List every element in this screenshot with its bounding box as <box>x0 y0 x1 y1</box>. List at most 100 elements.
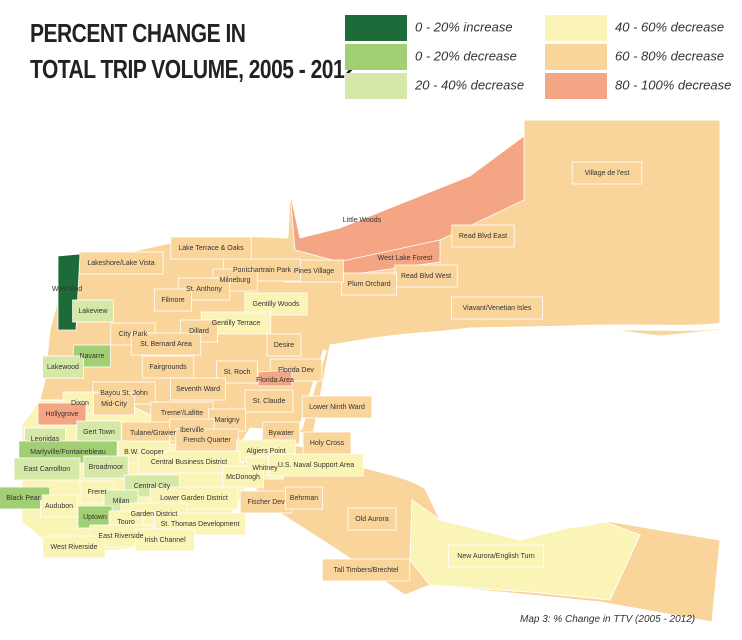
neighborhood-label: St. Anthony <box>186 286 222 293</box>
neighborhood-label: Gentilly Terrace <box>212 320 261 327</box>
neighborhood <box>169 377 226 401</box>
neighborhood <box>13 457 81 481</box>
neighborhood-label: Gert Town <box>83 429 115 436</box>
neighborhood <box>42 535 106 559</box>
neighborhood-label: Marigny <box>215 417 240 424</box>
title-line: PERCENT CHANGE IN <box>30 19 245 49</box>
neighborhood-label: Lakeshore/Lake Vista <box>87 260 154 267</box>
neighborhood <box>451 224 515 248</box>
neighborhood-label: Black Pearl <box>6 495 42 502</box>
neighborhood-labels: Village de l'est Little Woods Read Blvd Ea… <box>6 170 629 574</box>
neighborhood <box>216 360 258 384</box>
legend-label: 20 - 40% decrease <box>414 77 524 92</box>
neighborhood-label: Old Aurora <box>355 516 389 523</box>
neighborhood <box>153 288 192 312</box>
neighborhood-label: St. Claude <box>253 398 286 405</box>
neighborhood-label: Little Woods <box>343 217 382 224</box>
neighborhood-label: Navarre <box>80 353 105 360</box>
neighborhood-label: Bayou St. John <box>100 390 148 397</box>
neighborhood-label: Broadmoor <box>89 464 124 471</box>
neighborhood-label: Dixon <box>71 400 89 407</box>
neighborhood-label: Tall Timbers/Brechtel <box>334 567 399 574</box>
legend-label: 80 - 100% decrease <box>615 77 731 92</box>
neighborhood-label: Leonidas <box>31 436 60 443</box>
neighborhood-label: Fairgrounds <box>149 364 187 371</box>
neighborhood <box>222 465 264 489</box>
neighborhood-label: Gentilly Woods <box>253 301 300 308</box>
neighborhood-label: Milan <box>113 498 130 505</box>
neighborhood-label: West Lake Forest <box>378 255 433 262</box>
legend-swatch <box>545 73 607 99</box>
neighborhood-label: St. Thomas Development <box>161 521 240 528</box>
neighborhood-label: Florida Area <box>256 377 294 384</box>
neighborhood-label: Lakeview <box>78 308 108 315</box>
neighborhood-label: Desire <box>274 342 294 349</box>
neighborhood-label: McDonogh <box>226 474 260 481</box>
neighborhood-label: Read Blvd East <box>459 233 507 240</box>
neighborhood-label: Read Blvd West <box>401 273 451 280</box>
neighborhood-label: Dillard <box>189 328 209 335</box>
neighborhood-label: Filmore <box>161 297 184 304</box>
neighborhood <box>450 296 543 320</box>
neighborhood <box>42 355 84 379</box>
neighborhood-label: Pines Village <box>294 268 334 275</box>
title-line: TOTAL TRIP VOLUME, 2005 - 2012 <box>30 55 356 85</box>
neighborhood-label: Florida Dev <box>278 367 314 374</box>
neighborhood-label: Algiers Point <box>246 448 285 455</box>
legend-swatch <box>345 44 407 70</box>
legend-swatch <box>345 73 407 99</box>
neighborhood-label: Bywater <box>268 430 294 437</box>
neighborhood-label: Tulane/Gravier <box>130 430 177 437</box>
neighborhood <box>244 292 308 316</box>
neighborhood-label: Lakewood <box>47 364 79 371</box>
neighborhood-label: Pontchartrain Park <box>233 267 291 274</box>
neighborhood-label: Garden District <box>131 511 178 518</box>
legend-label: 40 - 60% decrease <box>615 19 724 34</box>
caption: Map 3: % Change in TTV (2005 - 2012) <box>520 614 695 625</box>
neighborhood-label: Viavant/Venetian Isles <box>463 305 532 312</box>
legend-label: 60 - 80% decrease <box>615 48 724 63</box>
neighborhood <box>268 453 364 477</box>
neighborhood <box>130 332 202 356</box>
neighborhood <box>257 369 293 387</box>
neighborhood <box>170 236 252 260</box>
neighborhood-label: French Quarter <box>183 437 231 444</box>
canal <box>329 323 721 351</box>
neighborhood-label: Lower Ninth Ward <box>309 404 365 411</box>
neighborhood-label: West End <box>52 286 82 293</box>
legend-label: 0 - 20% increase <box>415 19 513 34</box>
neighborhood <box>284 486 323 510</box>
neighborhood <box>266 333 302 357</box>
neighborhood-label: East Carrollton <box>24 466 70 473</box>
neighborhood-label: Fischer Dev <box>247 499 285 506</box>
neighborhood <box>321 558 411 582</box>
neighborhood <box>448 544 544 568</box>
neighborhood-label: Village de l'est <box>585 170 630 177</box>
neighborhood-patches <box>0 135 643 582</box>
neighborhood-label: Central Business District <box>151 459 227 466</box>
neighborhood-label: Plum Orchard <box>347 281 390 288</box>
neighborhood-label: Audubon <box>45 503 73 510</box>
neighborhood <box>137 450 241 474</box>
neighborhood-label: St. Roch <box>224 369 251 376</box>
neighborhood-label: Touro <box>117 519 135 526</box>
neighborhood-label: Freret <box>88 489 107 496</box>
neighborhood-label: Holy Cross <box>310 440 345 447</box>
neighborhood-label: Lower Garden District <box>160 495 228 502</box>
neighborhood <box>289 135 525 263</box>
neighborhood-label: Central City <box>134 483 171 490</box>
legend-label: 0 - 20% decrease <box>415 48 517 63</box>
neighborhood-label: B.W. Cooper <box>124 449 164 456</box>
legend-swatch <box>345 15 407 41</box>
neighborhood <box>37 402 87 426</box>
neighborhood-label: East Riverside <box>98 533 143 540</box>
neighborhood-label: Treme'/Lafitte <box>161 410 203 417</box>
neighborhood-label: Mid-City <box>101 401 127 408</box>
legend: 0 - 20% increase 0 - 20% decrease 20 - 40%… <box>345 15 731 99</box>
neighborhood-label: Behrman <box>290 495 319 502</box>
neighborhood <box>571 161 643 185</box>
neighborhood-label: Seventh Ward <box>176 386 220 393</box>
neighborhood <box>244 389 294 413</box>
neighborhood-label: Irish Channel <box>144 537 186 544</box>
